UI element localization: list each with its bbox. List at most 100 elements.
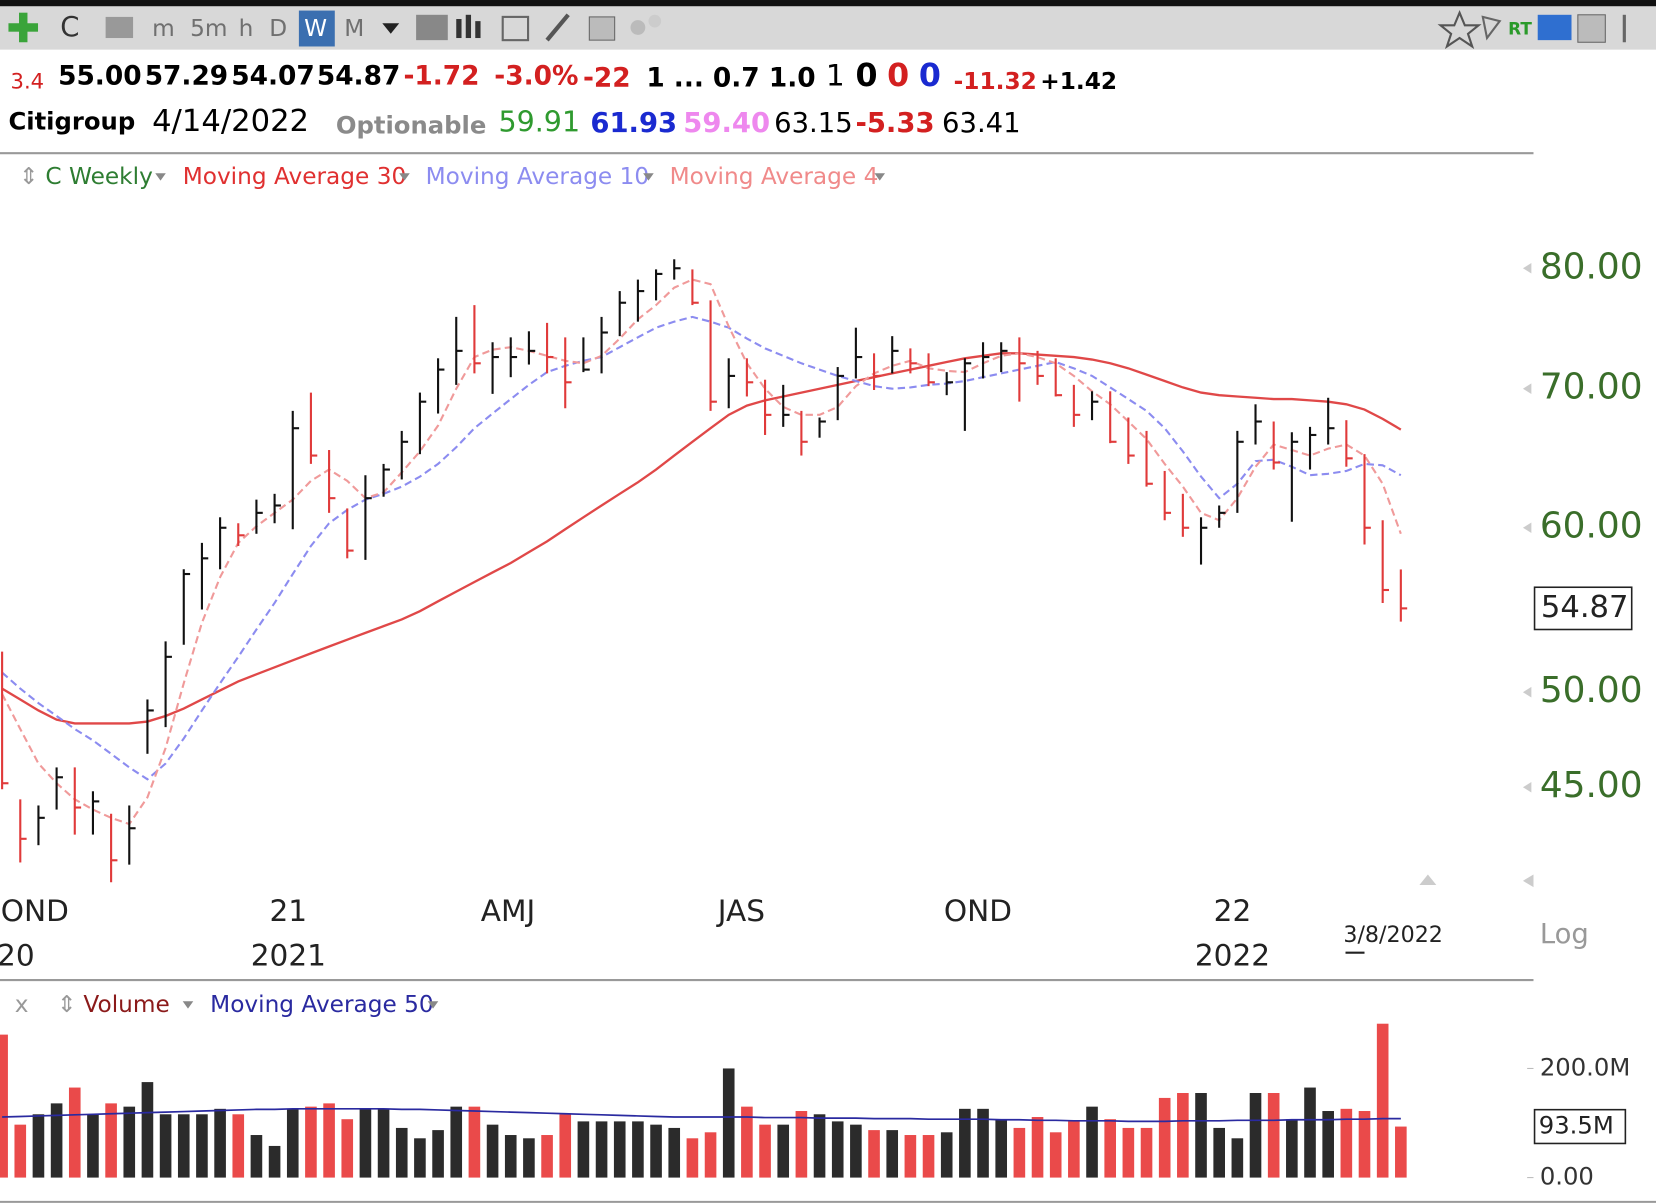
volume-bar bbox=[323, 1103, 335, 1178]
interval[interactable]: h bbox=[239, 15, 254, 42]
drag-handle[interactable]: ⇕ bbox=[19, 163, 38, 190]
volume-bar bbox=[450, 1106, 463, 1178]
volume-bar bbox=[922, 1135, 935, 1178]
volume-bar bbox=[559, 1114, 572, 1178]
volume-bar bbox=[940, 1132, 953, 1178]
volume-bar bbox=[777, 1124, 790, 1178]
volume-bar bbox=[868, 1130, 880, 1178]
quote-field: 54.87 bbox=[317, 61, 400, 92]
y-tick-label: 70.00 bbox=[1540, 367, 1643, 408]
volume-bar bbox=[1358, 1111, 1371, 1178]
legend-item[interactable]: Moving Average 30 bbox=[183, 163, 407, 190]
symbol-box[interactable]: C bbox=[60, 12, 79, 43]
icon[interactable] bbox=[1537, 14, 1572, 41]
quote-field: -5.33 bbox=[855, 108, 934, 139]
interval[interactable]: D bbox=[269, 15, 287, 42]
star[interactable] bbox=[1437, 9, 1482, 50]
volume-bar bbox=[1340, 1108, 1353, 1178]
volume-bar bbox=[632, 1121, 644, 1178]
volume-bar bbox=[1068, 1121, 1080, 1178]
add-button[interactable] bbox=[8, 12, 39, 43]
dropdown[interactable] bbox=[427, 1001, 439, 1009]
volume-bar bbox=[268, 1145, 281, 1178]
volume-bar bbox=[831, 1121, 844, 1178]
volume-bar bbox=[795, 1111, 808, 1178]
volume-bar bbox=[759, 1124, 771, 1178]
icon[interactable] bbox=[630, 20, 646, 35]
quote-field: 61.93 bbox=[590, 108, 677, 139]
x-tick-label: OND bbox=[944, 894, 1012, 928]
volume-ma-line bbox=[2, 1107, 1401, 1123]
x-year-label: 2022 bbox=[1195, 938, 1270, 972]
volume-bar bbox=[1286, 1119, 1298, 1178]
icon[interactable] bbox=[456, 19, 462, 39]
quote-field: 0.7 bbox=[713, 63, 760, 94]
quote-field: 1.0 bbox=[769, 63, 816, 94]
quote-field: -11.32 bbox=[954, 68, 1037, 95]
legend-item[interactable]: Volume bbox=[83, 991, 169, 1018]
interval[interactable]: 5m bbox=[190, 15, 227, 42]
volume-bar bbox=[0, 1034, 8, 1178]
icon[interactable] bbox=[545, 13, 570, 42]
icon[interactable] bbox=[416, 14, 448, 41]
close-panel[interactable]: x bbox=[15, 991, 29, 1018]
quote-field: 57.29 bbox=[145, 61, 228, 92]
interval[interactable]: m bbox=[152, 15, 175, 42]
quote-field: 0 bbox=[855, 58, 877, 94]
volume-bar bbox=[32, 1114, 45, 1178]
volume-bar bbox=[577, 1121, 590, 1178]
volume-bar bbox=[595, 1121, 608, 1178]
volume-bar bbox=[214, 1108, 226, 1178]
interval[interactable]: W bbox=[304, 15, 327, 42]
volume-bar bbox=[1013, 1127, 1026, 1178]
last-volume-label: 93.5M bbox=[1539, 1111, 1614, 1140]
volume-bar bbox=[1122, 1127, 1135, 1178]
log-toggle[interactable]: Log bbox=[1540, 919, 1589, 950]
interval-selected[interactable] bbox=[298, 10, 335, 47]
last-volume-box bbox=[1533, 1108, 1627, 1145]
volume-bar bbox=[14, 1124, 27, 1178]
y-tick-label: 0.00 bbox=[1540, 1162, 1594, 1191]
dropdown[interactable] bbox=[382, 23, 400, 34]
quote-field: 59.91 bbox=[498, 106, 580, 139]
drag-handle[interactable]: ⇕ bbox=[57, 991, 76, 1018]
dropdown[interactable] bbox=[643, 173, 654, 181]
tick-mark bbox=[1522, 262, 1532, 274]
legend-item[interactable]: Moving Average 10 bbox=[426, 163, 650, 190]
icon[interactable] bbox=[588, 16, 616, 41]
last-price-box bbox=[1533, 586, 1633, 631]
quote-field: -3.0% bbox=[494, 61, 578, 92]
dropdown[interactable] bbox=[182, 1001, 194, 1009]
icon[interactable] bbox=[105, 16, 134, 39]
dropdown[interactable] bbox=[155, 173, 166, 181]
legend-symbol[interactable]: C Weekly bbox=[45, 163, 153, 190]
legend-item[interactable]: Moving Average 4 bbox=[670, 163, 879, 190]
volume-bar bbox=[1177, 1093, 1189, 1178]
x-tick-label: 21 bbox=[270, 894, 308, 928]
scroll-arrow[interactable] bbox=[1522, 874, 1534, 888]
interval[interactable]: M bbox=[344, 15, 364, 42]
quote-field: 63.41 bbox=[942, 108, 1021, 139]
volume-bar bbox=[959, 1108, 971, 1178]
dropdown[interactable] bbox=[874, 173, 886, 181]
icon bbox=[648, 14, 662, 28]
dropdown[interactable] bbox=[399, 173, 410, 181]
moving-average-line bbox=[1, 352, 1402, 725]
rt-button[interactable]: RT bbox=[1508, 19, 1532, 39]
quote-row: Citigroup 4/14/2022 Optionable 59.91 61.… bbox=[8, 104, 1020, 140]
quote-field: 1 bbox=[646, 63, 664, 94]
volume-bar bbox=[468, 1106, 481, 1178]
volume-bar bbox=[359, 1108, 372, 1178]
quote-field: +1.42 bbox=[1040, 68, 1117, 95]
last-price-label: 54.87 bbox=[1541, 590, 1629, 625]
volume-bar bbox=[1031, 1117, 1044, 1178]
volume-bar bbox=[1231, 1138, 1244, 1178]
legend-item[interactable]: Moving Average 50 bbox=[210, 991, 434, 1018]
volume-bar bbox=[1158, 1097, 1171, 1178]
icon[interactable] bbox=[1577, 14, 1606, 43]
icon[interactable] bbox=[1481, 15, 1502, 41]
icon[interactable] bbox=[501, 15, 530, 42]
scroll-arrow[interactable] bbox=[1419, 874, 1437, 886]
quote-field: 63.15 bbox=[774, 108, 853, 139]
tick-mark bbox=[1522, 383, 1532, 394]
